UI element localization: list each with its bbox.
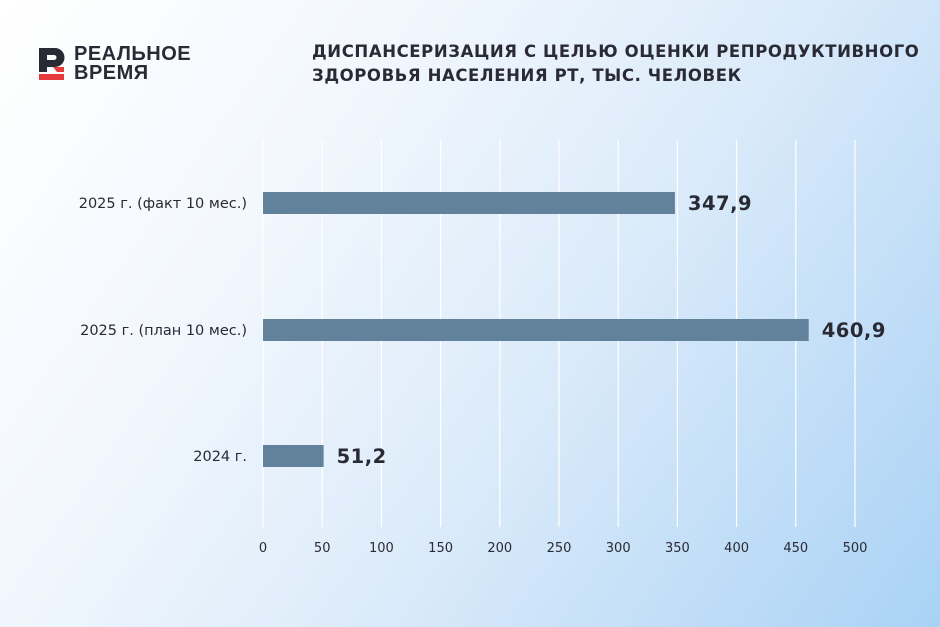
chart-title-line2: ЗДОРОВЬЯ НАСЕЛЕНИЯ РТ, ТЫС. ЧЕЛОВЕК [312,66,742,85]
value-label: 51,2 [337,445,387,468]
x-tick-label: 250 [547,541,572,556]
value-label: 347,9 [688,192,752,215]
category-label: 2024 г. [193,449,247,465]
x-tick-label: 300 [606,541,631,556]
x-tick-label: 500 [843,541,868,556]
x-tick-label: 200 [487,541,512,556]
chart-title-line1: ДИСПАНСЕРИЗАЦИЯ С ЦЕЛЬЮ ОЦЕНКИ РЕПРОДУКТ… [312,42,920,61]
x-tick-label: 350 [665,541,690,556]
brand-name-line1: РЕАЛЬНОЕ [74,43,192,65]
x-tick-label: 50 [314,541,331,556]
x-tick-label: 450 [783,541,808,556]
chart-title: ДИСПАНСЕРИЗАЦИЯ С ЦЕЛЬЮ ОЦЕНКИ РЕПРОДУКТ… [312,40,922,88]
x-tick-label: 0 [259,541,267,556]
category-label: 2025 г. (план 10 мес.) [80,323,247,339]
bar [263,319,809,341]
x-tick-label: 100 [369,541,394,556]
x-tick-label: 150 [428,541,453,556]
brand-logo-icon [39,48,65,80]
brand-name-line2: ВРЕМЯ [74,62,149,84]
bar [263,192,675,214]
bar [263,445,324,467]
value-label: 460,9 [822,319,886,342]
category-label: 2025 г. (факт 10 мес.) [79,196,247,212]
brand-name: РЕАЛЬНОЕ ВРЕМЯ [74,43,192,84]
x-tick-label: 400 [724,541,749,556]
